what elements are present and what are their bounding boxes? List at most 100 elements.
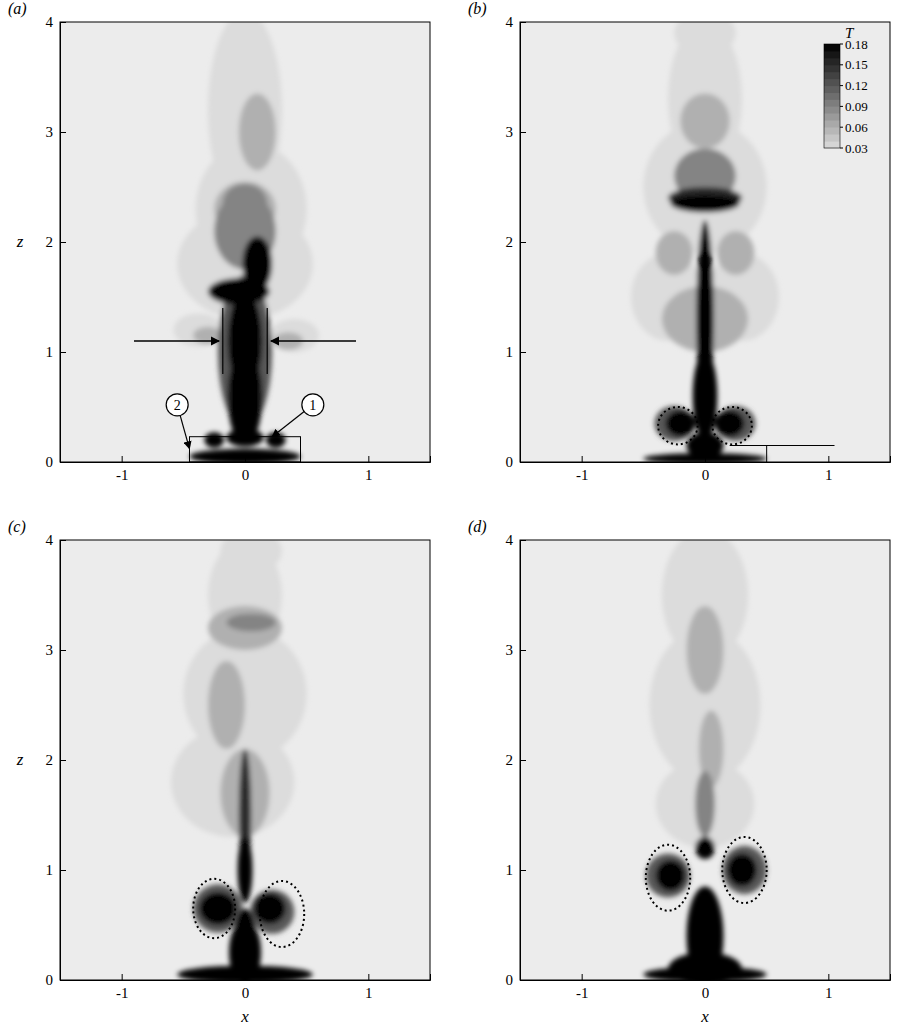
y-tick-mark (520, 540, 526, 541)
y-tick: 4 (506, 532, 527, 548)
temperature-blob (220, 540, 282, 573)
temperature-blob (646, 854, 690, 898)
y-tick: 0 (506, 454, 527, 470)
colorbar-tick (840, 127, 843, 128)
vortex-outline (193, 879, 235, 938)
x-tick-mark (368, 456, 369, 462)
plot-frame (520, 22, 890, 462)
colorbar-band (824, 106, 840, 113)
colorbar-band (824, 86, 840, 93)
temperature-field (643, 540, 766, 980)
colorbar-tick-label: 0.06 (845, 120, 868, 135)
panel-letter: (d) (468, 518, 487, 536)
annotations (730, 446, 835, 463)
y-tick: 0 (506, 972, 527, 988)
y-tick-label: 4 (46, 532, 54, 548)
x-tick-mark (122, 974, 123, 980)
plot-frame (60, 22, 430, 462)
temperature-blob (254, 893, 286, 924)
x-tick: 1 (365, 974, 373, 1001)
temperature-blob (250, 890, 294, 934)
x-tick-mark (245, 456, 246, 462)
temperature-blob (228, 292, 263, 391)
plot-area (60, 22, 430, 462)
plot-frame (520, 540, 890, 980)
y-axis: 0 1 2 3 4 (46, 532, 67, 988)
colorbar-band (824, 72, 840, 79)
width-arrow (271, 340, 356, 341)
temperature-blob (199, 892, 236, 925)
y-tick-label: 1 (46, 862, 54, 878)
panel-letter: (b) (468, 0, 487, 18)
pointer-arrow (180, 415, 189, 448)
x-tick: -1 (116, 974, 129, 1001)
x-tick-mark (705, 974, 706, 980)
x-tick-mark (582, 974, 583, 980)
y-tick-label: 2 (506, 234, 514, 250)
x-axis-line (521, 974, 891, 981)
y-tick: 3 (46, 642, 67, 658)
x-tick-mark (245, 974, 246, 980)
temperature-blob (238, 837, 253, 903)
colorbar-band (824, 127, 840, 134)
temperature-blob (208, 661, 245, 749)
x-tick-mark (368, 974, 369, 980)
temperature-blob (715, 410, 745, 436)
temperature-blob (687, 606, 724, 694)
y-tick-mark (520, 870, 526, 871)
y-tick-label: 2 (46, 752, 54, 768)
annotation-label: 1 (309, 398, 316, 413)
x-tick: -1 (576, 456, 589, 483)
y-tick-label: 3 (506, 124, 514, 140)
x-tick-label: -1 (116, 985, 129, 1001)
label-circle (166, 394, 188, 416)
y-tick: 2 (46, 234, 67, 250)
y-tick-mark (520, 22, 526, 23)
colorbar-tick (840, 85, 843, 86)
x-tick-label: 0 (242, 467, 250, 483)
colorbar-tick (840, 106, 843, 107)
y-axis: 01234 (46, 14, 67, 470)
y-tick-label: 1 (506, 862, 514, 878)
temperature-blob (693, 352, 718, 440)
temperature-blob (270, 319, 319, 352)
y-tick: 4 (46, 532, 67, 548)
y-tick: 2 (46, 752, 67, 768)
plot-background (520, 22, 890, 462)
panel-letter: (a) (8, 0, 27, 18)
vortex-outline (646, 845, 690, 911)
temperature-blob (687, 432, 724, 458)
colorbar-band (824, 93, 840, 100)
x-axis-line (521, 456, 891, 463)
y-tick-mark (520, 242, 526, 243)
temperature-blob (722, 846, 766, 894)
x-axis: -101 (61, 456, 431, 483)
y-tick-label: 3 (46, 642, 54, 658)
y-tick-label: 0 (46, 972, 54, 988)
y-tick-mark (60, 540, 66, 541)
vortex-outline (658, 407, 697, 444)
colorbar-band (824, 44, 840, 51)
colorbar-tick (840, 64, 843, 65)
y-tick-mark (520, 132, 526, 133)
colorbar-band (824, 120, 840, 127)
x-tick: -1 (576, 974, 589, 1001)
y-tick-label: 4 (46, 14, 54, 30)
y-axis: 01234 (506, 14, 527, 470)
x-tick-label: -1 (116, 467, 129, 483)
y-tick-mark (60, 870, 66, 871)
temperature-blob (223, 184, 267, 224)
y-tick-mark (60, 462, 66, 463)
temperature-blob (656, 860, 686, 891)
colorbar-band (824, 51, 840, 58)
y-axis-line (61, 23, 67, 463)
y-tick: 1 (506, 344, 527, 360)
y-tick-mark (60, 760, 66, 761)
x-tick: 0 (702, 456, 710, 483)
colorbar-band (824, 79, 840, 86)
temperature-field (173, 22, 319, 462)
x-tick-label: 0 (702, 985, 710, 1001)
y-tick-label: 1 (46, 344, 54, 360)
temperature-blob (239, 94, 276, 171)
x-tick: -1 (116, 456, 129, 483)
